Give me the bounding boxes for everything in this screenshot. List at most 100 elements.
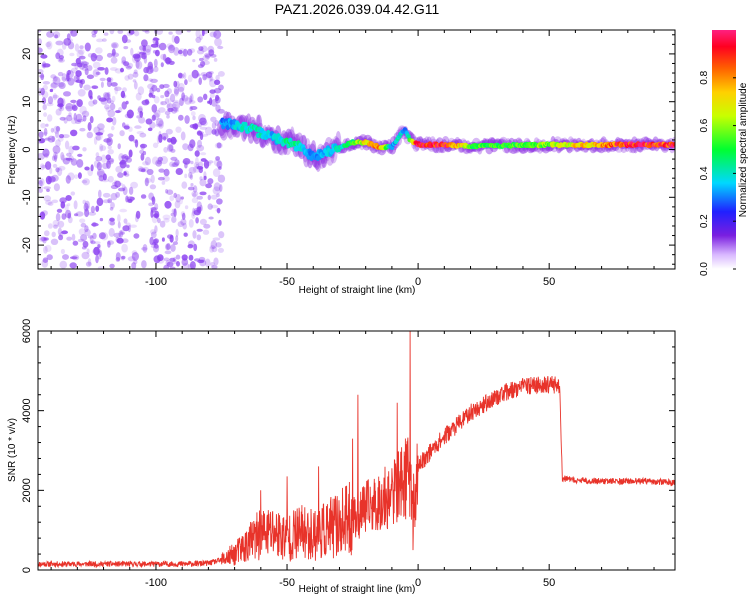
noise-blob [173, 192, 177, 199]
noise-blob [111, 125, 115, 131]
noise-blob [178, 82, 185, 92]
noise-blob [122, 225, 130, 232]
noise-blob [131, 54, 139, 64]
noise-blob [189, 261, 196, 269]
noise-blob [166, 189, 174, 195]
noise-blob [169, 195, 175, 202]
noise-blob [189, 139, 196, 149]
noise-blob [141, 247, 148, 251]
noise-blob [210, 54, 217, 58]
noise-blob [137, 51, 141, 59]
noise-blob [38, 152, 45, 160]
noise-blob [195, 36, 202, 44]
noise-blob [151, 214, 158, 224]
noise-blob [67, 77, 75, 86]
noise-blob [181, 258, 189, 266]
noise-blob [199, 126, 208, 130]
noise-blob [149, 63, 154, 73]
noise-blob [50, 82, 57, 90]
noise-blob [153, 213, 159, 218]
noise-blob [38, 188, 44, 193]
noise-blob [170, 244, 176, 252]
noise-blob [166, 114, 170, 119]
noise-blob [192, 59, 196, 63]
noise-blob [156, 87, 161, 93]
noise-blob [122, 87, 127, 93]
noise-blob [85, 205, 91, 210]
noise-blob [207, 178, 214, 185]
noise-blob [168, 44, 175, 54]
noise-blob [166, 138, 173, 143]
noise-blob [164, 250, 172, 255]
colorbar: 0.0 0.2 0.4 0.6 0.8 Normalized spectral ampl… [699, 30, 749, 276]
noise-blob [150, 244, 156, 248]
noise-blob [199, 191, 207, 196]
noise-blob [82, 147, 87, 152]
noise-blob [93, 30, 98, 35]
noise-blob [160, 53, 167, 60]
noise-blob [104, 67, 109, 75]
noise-blob [63, 91, 71, 97]
noise-blob [213, 57, 218, 62]
noise-blob [62, 254, 69, 260]
noise-blob [219, 184, 223, 192]
noise-blob [95, 132, 104, 136]
noise-blob [191, 69, 199, 79]
noise-blob [164, 244, 171, 250]
noise-blob [168, 103, 177, 108]
noise-blob [213, 159, 222, 167]
noise-blob [51, 174, 59, 182]
noise-blob [184, 205, 189, 210]
colorbar-tick-label: 0.2 [699, 214, 710, 228]
noise-blob [66, 73, 70, 82]
noise-blob [182, 222, 187, 230]
noise-blob [86, 131, 94, 139]
noise-blob [160, 132, 169, 140]
spectrogram-x-label: Height of straight line (km) [299, 285, 416, 296]
noise-blob [191, 190, 199, 197]
noise-blob [134, 125, 142, 129]
noise-blob [191, 123, 198, 128]
noise-blob [119, 208, 128, 213]
noise-blob [157, 156, 163, 162]
noise-blob [58, 58, 64, 62]
noise-blob [46, 102, 54, 107]
ridge-core [672, 142, 675, 147]
colorbar-label: Normalized spectral amplitude [738, 82, 749, 217]
noise-blob [75, 70, 82, 77]
noise-blob [209, 246, 215, 253]
noise-blob [160, 101, 164, 106]
noise-blob [175, 30, 183, 35]
noise-blob [78, 55, 86, 60]
noise-blob [140, 194, 147, 199]
noise-blob [52, 163, 58, 168]
noise-blob [47, 114, 53, 122]
noise-blob [109, 30, 115, 35]
noise-blob [153, 255, 161, 264]
spectrogram-y-ticks: -20 -10 0 10 20 [21, 34, 675, 265]
noise-blob [96, 161, 102, 171]
noise-blob [66, 152, 72, 157]
noise-blob [58, 82, 66, 89]
noise-blob [88, 100, 95, 107]
noise-blob [188, 254, 194, 261]
noise-blob [215, 242, 222, 248]
noise-blob [83, 202, 89, 212]
y-tick-label: -10 [21, 189, 33, 205]
noise-blob [170, 136, 177, 145]
noise-blob [60, 248, 65, 255]
noise-blob [70, 256, 78, 260]
noise-blob [42, 237, 47, 244]
noise-blob [120, 155, 127, 159]
noise-blob [166, 243, 171, 250]
noise-blob [80, 222, 87, 228]
noise-blob [158, 133, 163, 143]
noise-blob [47, 96, 54, 105]
noise-blob [51, 135, 56, 143]
noise-blob [81, 110, 90, 118]
noise-blob [192, 230, 197, 239]
noise-blob [96, 197, 104, 207]
noise-blob [41, 97, 47, 105]
noise-blob [196, 228, 203, 232]
noise-blob [43, 195, 52, 202]
